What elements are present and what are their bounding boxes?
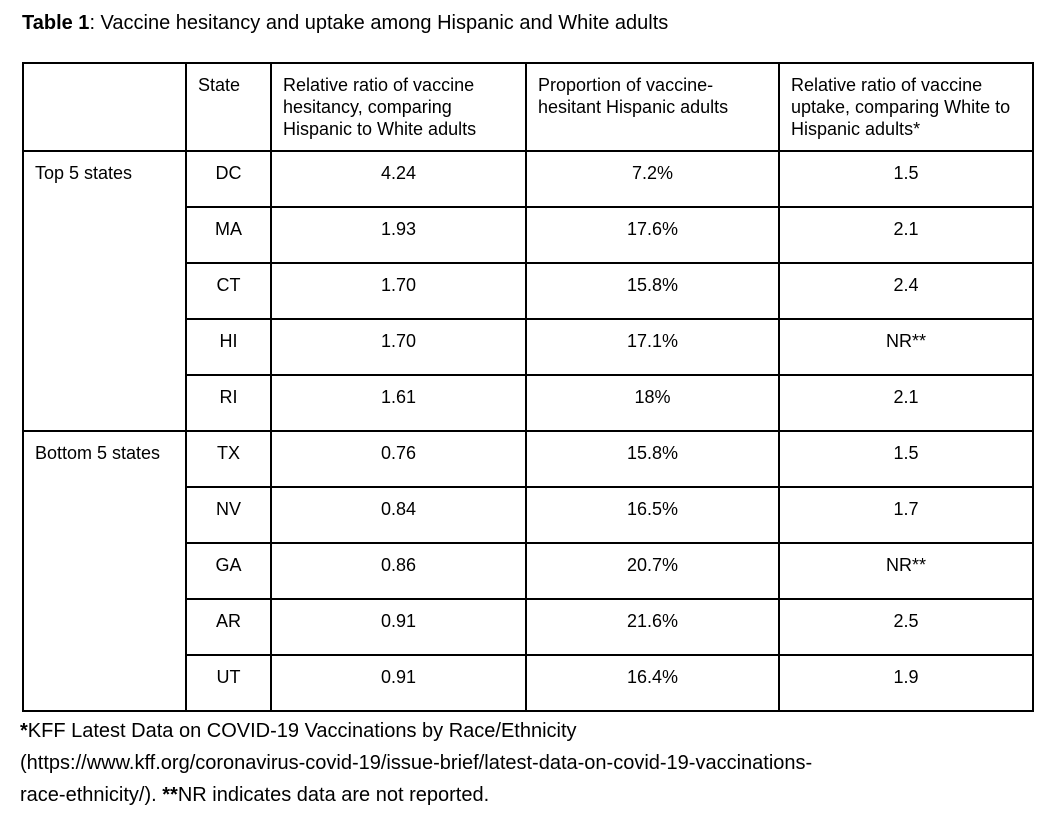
table-row: RI 1.61 18% 2.1 (23, 374, 1034, 432)
state-cell: RI (185, 374, 272, 432)
footnote-line-1: *KFF Latest Data on COVID-19 Vaccination… (20, 715, 1040, 747)
footnote-line-2: (https://www.kff.org/coronavirus-covid-1… (20, 747, 1040, 779)
uptake-ratio-cell: 1.5 (778, 430, 1034, 488)
hesitant-proportion-cell: 16.5% (525, 486, 780, 544)
group-header-cell (22, 62, 187, 152)
hesitancy-ratio-cell: 4.24 (270, 150, 527, 208)
state-cell: HI (185, 318, 272, 376)
table-row: Bottom 5 states TX 0.76 15.8% 1.5 (22, 430, 1034, 712)
hesitant-proportion-header-cell: Proportion of vaccine-hesitant Hispanic … (525, 62, 780, 152)
header-row: State Relative ratio of vaccine hesitanc… (22, 62, 1034, 152)
uptake-ratio-cell: 1.7 (778, 486, 1034, 544)
page-title: Table 1: Vaccine hesitancy and uptake am… (22, 11, 1040, 35)
state-cell: AR (185, 598, 272, 656)
footnote-url-text: (https://www.kff.org/coronavirus-covid-1… (20, 752, 813, 774)
hesitancy-ratio-cell: 0.86 (270, 542, 527, 600)
footnote-line-3: race-ethnicity/). **NR indicates data ar… (20, 779, 1040, 811)
hesitant-proportion-cell: 21.6% (525, 598, 780, 656)
uptake-ratio-cell: NR** (778, 542, 1034, 600)
hesitancy-ratio-cell: 1.93 (270, 206, 527, 264)
uptake-ratio-cell: NR** (778, 318, 1034, 376)
table-row: GA 0.86 20.7% NR** (23, 542, 1034, 600)
uptake-ratio-cell: 2.1 (778, 206, 1034, 264)
uptake-ratio-cell: 1.5 (778, 150, 1034, 208)
hesitant-proportion-cell: 15.8% (525, 430, 780, 488)
hesitancy-ratio-cell: 0.84 (270, 486, 527, 544)
footnote-url-end-text: race-ethnicity/). (20, 784, 163, 806)
hesitant-proportion-cell: 17.6% (525, 206, 780, 264)
hesitancy-ratio-header-cell: Relative ratio of vaccine hesitancy, com… (270, 62, 527, 152)
hesitant-proportion-cell: 17.1% (525, 318, 780, 376)
state-header-cell: State (185, 62, 272, 152)
table-row: NV 0.84 16.5% 1.7 (23, 486, 1034, 544)
uptake-ratio-cell: 2.4 (778, 262, 1034, 320)
footnote: *KFF Latest Data on COVID-19 Vaccination… (20, 715, 1040, 811)
state-cell: DC (185, 150, 272, 208)
state-cell: CT (185, 262, 272, 320)
footnote-source-text: KFF Latest Data on COVID-19 Vaccinations… (27, 720, 577, 742)
hesitant-proportion-cell: 18% (525, 374, 780, 432)
table-row: Top 5 states DC 4.24 7.2% 1.5 (22, 150, 1034, 432)
uptake-ratio-header-cell: Relative ratio of vaccine uptake, compar… (778, 62, 1034, 152)
hesitancy-ratio-cell: 0.76 (270, 430, 527, 488)
table-row: CT 1.70 15.8% 2.4 (23, 262, 1034, 320)
uptake-ratio-cell: 2.5 (778, 598, 1034, 656)
table-row: AR 0.91 21.6% 2.5 (23, 598, 1034, 656)
table-row: HI 1.70 17.1% NR** (23, 318, 1034, 376)
hesitant-proportion-cell: 20.7% (525, 542, 780, 600)
footnote-star-marker: * (20, 720, 28, 742)
uptake-ratio-cell: 1.9 (778, 654, 1034, 712)
group-label-top-5-states: Top 5 states (22, 150, 187, 432)
hesitancy-ratio-cell: 1.70 (270, 262, 527, 320)
hesitant-proportion-cell: 16.4% (525, 654, 780, 712)
group-label-bottom-5-states: Bottom 5 states (22, 430, 187, 712)
state-cell: NV (185, 486, 272, 544)
hesitant-proportion-cell: 7.2% (525, 150, 780, 208)
footnote-nr-note-text: NR indicates data are not reported. (177, 784, 490, 806)
state-cell: GA (185, 542, 272, 600)
hesitancy-ratio-cell: 1.61 (270, 374, 527, 432)
vaccine-data-table: State Relative ratio of vaccine hesitanc… (22, 62, 1034, 712)
table-number-label: Table 1 (22, 12, 90, 34)
hesitant-proportion-cell: 15.8% (525, 262, 780, 320)
uptake-ratio-cell: 2.1 (778, 374, 1034, 432)
table-row: MA 1.93 17.6% 2.1 (23, 206, 1034, 264)
table-row: UT 0.91 16.4% 1.9 (23, 654, 1034, 712)
state-cell: TX (185, 430, 272, 488)
table-caption-text: : Vaccine hesitancy and uptake among His… (89, 12, 669, 34)
footnote-double-star-marker: ** (162, 784, 178, 806)
hesitancy-ratio-cell: 1.70 (270, 318, 527, 376)
state-cell: MA (185, 206, 272, 264)
hesitancy-ratio-cell: 0.91 (270, 598, 527, 656)
state-cell: UT (185, 654, 272, 712)
hesitancy-ratio-cell: 0.91 (270, 654, 527, 712)
